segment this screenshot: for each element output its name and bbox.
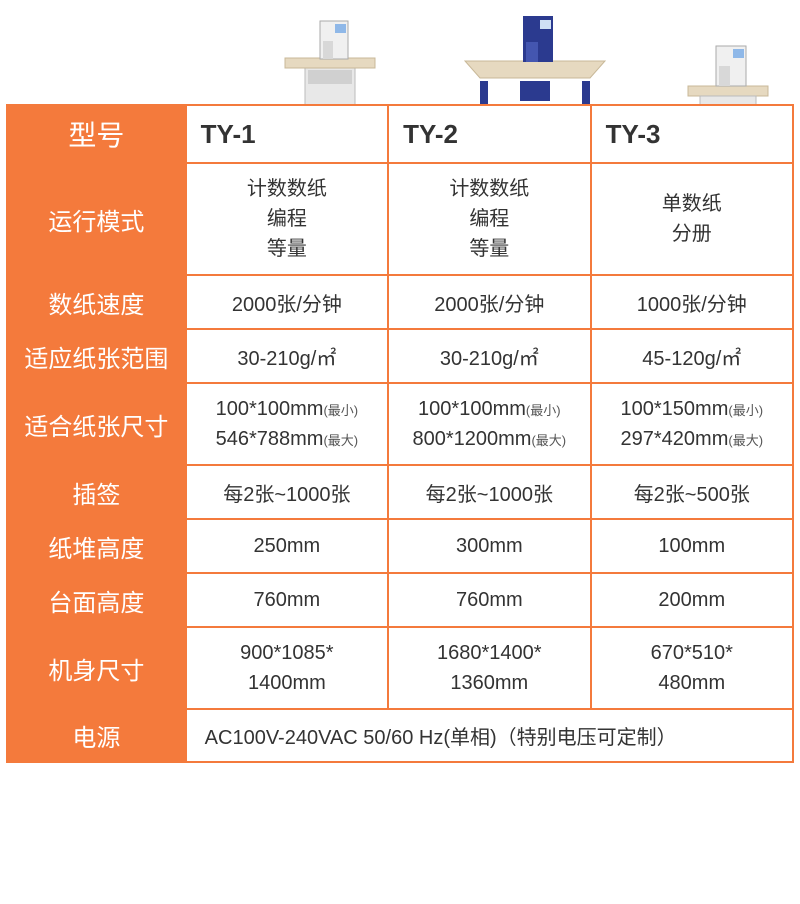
stack-height-ty1: 250mm: [186, 519, 388, 573]
row-table-height: 台面高度 760mm 760mm 200mm: [7, 573, 793, 627]
paper-size-ty1: 100*100mm(最小) 546*788mm(最大): [186, 383, 388, 465]
speed-ty3: 1000张/分钟: [591, 275, 793, 329]
mode-ty1: 计数数纸编程等量: [186, 163, 388, 275]
header-col-ty2: TY-2: [388, 105, 591, 163]
header-label: 型号: [7, 105, 186, 163]
row-power: 电源 AC100V-240VAC 50/60 Hz(单相)（特别电压可定制）: [7, 709, 793, 762]
size-min: 100*100mm: [216, 398, 324, 420]
machine-ty1-icon: [280, 6, 380, 116]
tab-ty2: 每2张~1000张: [388, 465, 591, 519]
paper-size-ty3: 100*150mm(最小) 297*420mm(最大): [591, 383, 793, 465]
label-speed: 数纸速度: [7, 275, 186, 329]
label-paper-size: 适合纸张尺寸: [7, 383, 186, 465]
size-min: 100*150mm: [621, 398, 729, 420]
size-min-tag: (最小): [728, 403, 763, 418]
machine-illustrations: [0, 6, 800, 116]
speed-ty1: 2000张/分钟: [186, 275, 388, 329]
label-mode: 运行模式: [7, 163, 186, 275]
header-col-ty3: TY-3: [591, 105, 793, 163]
table-height-ty3: 200mm: [591, 573, 793, 627]
speed-ty2: 2000张/分钟: [388, 275, 591, 329]
tab-ty3: 每2张~500张: [591, 465, 793, 519]
label-tab: 插签: [7, 465, 186, 519]
size-max: 800*1200mm: [412, 428, 531, 450]
mode-ty2: 计数数纸编程等量: [388, 163, 591, 275]
row-tab: 插签 每2张~1000张 每2张~1000张 每2张~500张: [7, 465, 793, 519]
label-paper-range: 适应纸张范围: [7, 329, 186, 383]
size-min-tag: (最小): [526, 403, 561, 418]
stack-height-ty2: 300mm: [388, 519, 591, 573]
table-height-ty2: 760mm: [388, 573, 591, 627]
size-max-tag: (最大): [323, 433, 358, 448]
size-min-tag: (最小): [323, 403, 358, 418]
spec-table: 型号 TY-1 TY-2 TY-3 运行模式 计数数纸编程等量 计数数纸编程等量…: [6, 104, 794, 763]
row-paper-size: 适合纸张尺寸 100*100mm(最小) 546*788mm(最大) 100*1…: [7, 383, 793, 465]
size-max: 297*420mm: [621, 428, 729, 450]
header-col-ty1: TY-1: [186, 105, 388, 163]
size-min: 100*100mm: [418, 398, 526, 420]
body-size-ty1: 900*1085*1400mm: [186, 627, 388, 709]
paper-range-ty2: 30-210g/㎡: [388, 329, 591, 383]
mode-ty3: 单数纸分册: [591, 163, 793, 275]
paper-range-ty3: 45-120g/㎡: [591, 329, 793, 383]
row-speed: 数纸速度 2000张/分钟 2000张/分钟 1000张/分钟: [7, 275, 793, 329]
body-size-ty2: 1680*1400*1360mm: [388, 627, 591, 709]
tab-ty1: 每2张~1000张: [186, 465, 388, 519]
power-value: AC100V-240VAC 50/60 Hz(单相)（特别电压可定制）: [186, 709, 793, 762]
body-size-ty3: 670*510*480mm: [591, 627, 793, 709]
paper-range-ty1: 30-210g/㎡: [186, 329, 388, 383]
size-max-tag: (最大): [728, 433, 763, 448]
machine-ty2-icon: [460, 6, 610, 116]
row-body-size: 机身尺寸 900*1085*1400mm 1680*1400*1360mm 67…: [7, 627, 793, 709]
size-max-tag: (最大): [531, 433, 566, 448]
stack-height-ty3: 100mm: [591, 519, 793, 573]
paper-size-ty2: 100*100mm(最小) 800*1200mm(最大): [388, 383, 591, 465]
label-body-size: 机身尺寸: [7, 627, 186, 709]
size-max: 546*788mm: [216, 428, 324, 450]
row-stack-height: 纸堆高度 250mm 300mm 100mm: [7, 519, 793, 573]
row-mode: 运行模式 计数数纸编程等量 计数数纸编程等量 单数纸分册: [7, 163, 793, 275]
table-height-ty1: 760mm: [186, 573, 388, 627]
row-paper-range: 适应纸张范围 30-210g/㎡ 30-210g/㎡ 45-120g/㎡: [7, 329, 793, 383]
header-row: 型号 TY-1 TY-2 TY-3: [7, 105, 793, 163]
label-power: 电源: [7, 709, 186, 762]
label-table-height: 台面高度: [7, 573, 186, 627]
label-stack-height: 纸堆高度: [7, 519, 186, 573]
